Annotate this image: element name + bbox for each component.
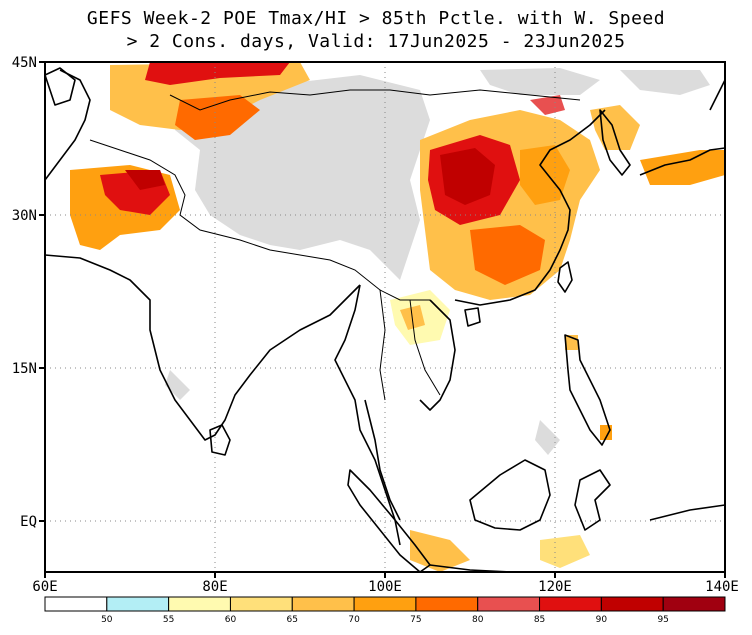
x-axis: 60E 80E 100E 120E 140E xyxy=(32,572,739,595)
x-tick-label-100e: 100E xyxy=(368,579,402,595)
colorbar-label: 85 xyxy=(534,615,545,625)
colorbar-swatch xyxy=(291,596,355,612)
colorbar-swatch xyxy=(662,596,726,612)
colorbar-swatch xyxy=(539,596,602,612)
y-axis: 45N 30N 15N EQ xyxy=(12,55,45,530)
probability-shading xyxy=(70,62,725,572)
map-title-line-1: GEFS Week-2 POE Tmax/HI > 85th Pctle. wi… xyxy=(86,8,666,29)
map-title-line-2: > 2 Cons. days, Valid: 17Jun2025 - 23Jun… xyxy=(126,31,626,52)
country-borders xyxy=(89,89,581,401)
y-tick-label-30n: 30N xyxy=(12,208,37,224)
x-tick-label-80e: 80E xyxy=(202,579,227,595)
colorbar-label: 60 xyxy=(225,615,237,625)
colorbar-label: 80 xyxy=(472,615,484,625)
y-tick-label-eq: EQ xyxy=(20,514,37,530)
y-tick-label-15n: 15N xyxy=(12,361,37,377)
colorbar-swatch xyxy=(600,596,664,612)
x-tick-label-60e: 60E xyxy=(32,579,57,595)
colorbar-swatch xyxy=(106,596,170,612)
colorbar-label: 50 xyxy=(101,615,113,625)
colorbar-label: 90 xyxy=(596,615,608,625)
colorbar-label: 70 xyxy=(348,615,360,625)
y-tick-label-45n: 45N xyxy=(12,55,37,71)
colorbar-swatch xyxy=(477,596,541,612)
colorbar: 50 55 60 65 70 75 80 85 90 95 xyxy=(44,596,726,625)
colorbar-swatch xyxy=(168,596,231,612)
colorbar-swatch xyxy=(44,596,108,612)
colorbar-label: 75 xyxy=(410,615,421,625)
colorbar-swatch xyxy=(353,596,417,612)
colorbar-label: 55 xyxy=(163,615,174,625)
x-tick-label-140e: 140E xyxy=(705,579,739,595)
colorbar-label: 65 xyxy=(287,615,298,625)
x-tick-label-120e: 120E xyxy=(538,579,572,595)
coastlines xyxy=(45,67,725,572)
colorbar-swatch xyxy=(415,596,479,612)
colorbar-swatch xyxy=(229,596,293,612)
colorbar-label: 95 xyxy=(657,615,668,625)
